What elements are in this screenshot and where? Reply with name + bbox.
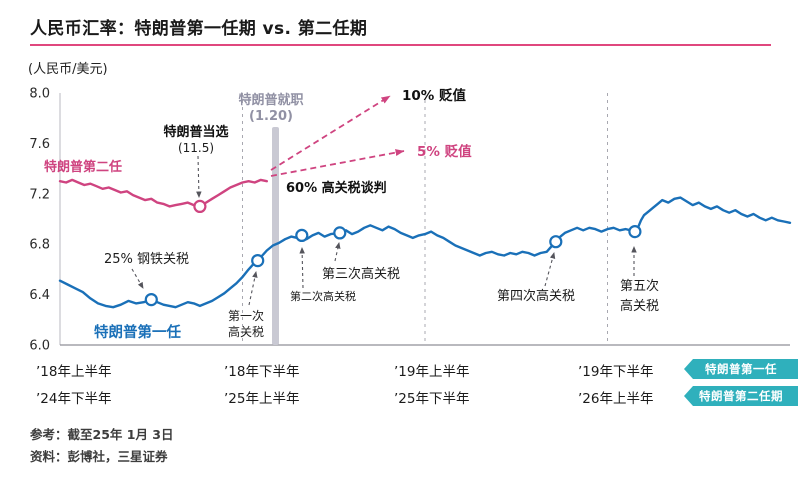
- footer-reference: 参考：截至25年 1月 3日: [30, 427, 174, 442]
- y-tick-label: 6.0: [29, 339, 50, 354]
- annotation-election-line1: 特朗普当选: [163, 124, 228, 140]
- depreciation-arrows: [270, 95, 405, 177]
- y-tick-labels: 8.0 7.6 7.2 6.8 6.4 6.0: [29, 87, 50, 354]
- arrow-to-election-marker: [196, 155, 202, 198]
- annotation-steel-tariff: 25% 钢铁关税: [104, 252, 189, 267]
- annotation-election-line2: (11.5): [178, 141, 214, 155]
- marker-steel-tariff: [144, 293, 158, 307]
- annotation-tariff3: 第三次高关税: [322, 266, 400, 282]
- marker-trump-elected: [193, 199, 207, 213]
- arrow-to-tariff3-marker: [334, 242, 341, 262]
- annotation-tariff4: 第四次高关税: [497, 288, 575, 304]
- legend-badge-first-term: 特朗普第一任: [684, 359, 798, 379]
- x-tick-19h1: ’19年上半年: [394, 364, 470, 380]
- x-tick-19h2: ’19年下半年: [578, 364, 654, 380]
- event-markers: [144, 199, 642, 307]
- annotation-tariff5-line1: 第五次: [620, 278, 659, 294]
- page-title: 人民币汇率：特朗普第一任期 vs. 第二任期: [30, 19, 368, 39]
- marker-tariff-2: [295, 228, 309, 242]
- title-underline: [30, 44, 771, 46]
- annotation-inauguration-line1: 特朗普就职: [238, 92, 303, 108]
- annotation-tariff2: 第二次高关税: [290, 289, 356, 303]
- x-tick-18h2: ’18年下半年: [224, 364, 300, 380]
- arrow-to-tariff1-marker: [248, 271, 258, 306]
- y-tick-label: 7.2: [29, 187, 50, 202]
- legend-badge-second-term: 特朗普第二任期: [684, 386, 798, 406]
- marker-tariff-5: [628, 225, 642, 239]
- annotation-tariff1-line2: 高关税: [228, 324, 264, 339]
- annotations: 特朗普当选 (11.5) 特朗普就职 (1.20) 10% 贬值 5% 贬值 6…: [44, 87, 659, 341]
- second-term-line: [58, 178, 268, 208]
- arrow-to-steel-tariff-marker: [131, 268, 144, 289]
- x-tick-18h1: ’18年上半年: [36, 364, 112, 380]
- x-tick-26h1: ’26年上半年: [578, 391, 654, 407]
- arrow-5pct-depreciation: [270, 149, 405, 177]
- annotation-60pct-tariff-talks: 60% 高关税谈判: [286, 180, 387, 196]
- y-tick-label: 6.8: [29, 238, 50, 253]
- footer-source: 资料：彭博社，三星证券: [30, 449, 168, 464]
- marker-tariff-4: [549, 235, 563, 249]
- y-tick-label: 6.4: [29, 288, 50, 303]
- y-tick-label: 7.6: [29, 137, 50, 152]
- gridlines: [242, 93, 608, 345]
- annotation-tariff1-line1: 第一次: [228, 309, 264, 323]
- annotation-tariff5-line2: 高关税: [620, 298, 659, 314]
- second-term-series-label: 特朗普第二任: [44, 159, 122, 175]
- x-tick-25h1: ’25年上半年: [224, 391, 300, 407]
- first-term-line: [58, 196, 792, 309]
- first-term-series-label: 特朗普第一任: [94, 323, 181, 341]
- inauguration-marker-bar: [272, 127, 279, 345]
- annotation-inauguration-line2: (1.20): [249, 109, 293, 124]
- x-tick-24h2: ’24年下半年: [36, 391, 112, 407]
- annotation-arrows: [131, 155, 637, 306]
- marker-tariff-3: [333, 226, 347, 240]
- x-tick-25h2: ’25年下半年: [394, 391, 470, 407]
- axis-unit-label: (人民币/美元): [28, 62, 108, 77]
- y-tick-label: 8.0: [29, 87, 50, 102]
- marker-tariff-1: [251, 254, 265, 268]
- arrow-to-tariff4-marker: [544, 252, 556, 287]
- annotation-5pct-depreciation: 5% 贬值: [417, 143, 472, 160]
- arrow-10pct-depreciation: [270, 95, 391, 171]
- annotation-10pct-depreciation: 10% 贬值: [402, 87, 467, 104]
- arrow-to-tariff2-marker: [299, 247, 305, 289]
